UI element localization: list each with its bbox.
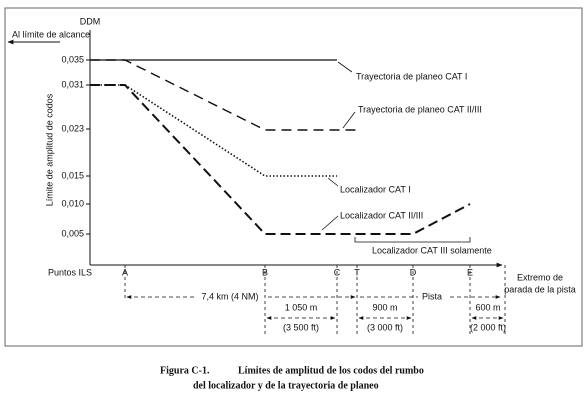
curve-label: Localizador CAT II/III [340,210,423,220]
distance-label: 7,4 km (4 NM) [201,291,258,301]
x-label: Puntos ILS [48,267,92,277]
curve-label: Trayectoria de planeo CAT II/III [358,104,482,114]
y-label: 0,035 [61,54,84,64]
x-label: A [122,267,128,277]
runway-end: parada de la pista [504,284,576,294]
caption-line: del localizador y de la trayectoria de p… [193,380,379,391]
caption-number: Figura C-1. [160,365,210,376]
y-label: 0,015 [61,170,84,180]
frame [4,7,583,347]
distance-label: (3 000 ft) [367,322,403,332]
unit-label: DDM [80,16,101,26]
leaders [321,61,471,243]
range-note: Al límite de alcance [12,29,90,39]
gp-cat23 [90,59,357,131]
curve-label: Localizador CAT III solamente [372,245,492,255]
loc-cat23 [90,84,471,235]
y-label: 0,023 [61,123,84,133]
distance-label: 600 m [475,302,500,312]
x-label: C [334,267,341,277]
distance-label: 900 m [372,302,397,312]
curve-label: Trayectoria de planeo CAT I [356,71,467,81]
x-label: E [467,267,473,277]
distance-label: (3 500 ft) [283,322,319,332]
y-label: 0,010 [61,198,84,208]
curve-label: Localizador CAT I [340,184,411,194]
y-axis-label: Límite de amplitud de codos [44,93,54,206]
distance-label: Pista [422,291,442,301]
x-label: T [354,267,360,277]
distance-label: 1 050 m [285,302,318,312]
x-label: D [410,267,417,277]
y-label: 0,005 [61,228,84,238]
distance-label: (2 000 ft) [470,322,506,332]
y-label: 0,031 [61,79,84,89]
x-label: B [262,267,268,277]
runway-end: Extremo de [517,272,563,282]
caption-line: Límites de amplitud de los codos del rum… [238,365,424,376]
dimension-arrows [126,295,504,320]
